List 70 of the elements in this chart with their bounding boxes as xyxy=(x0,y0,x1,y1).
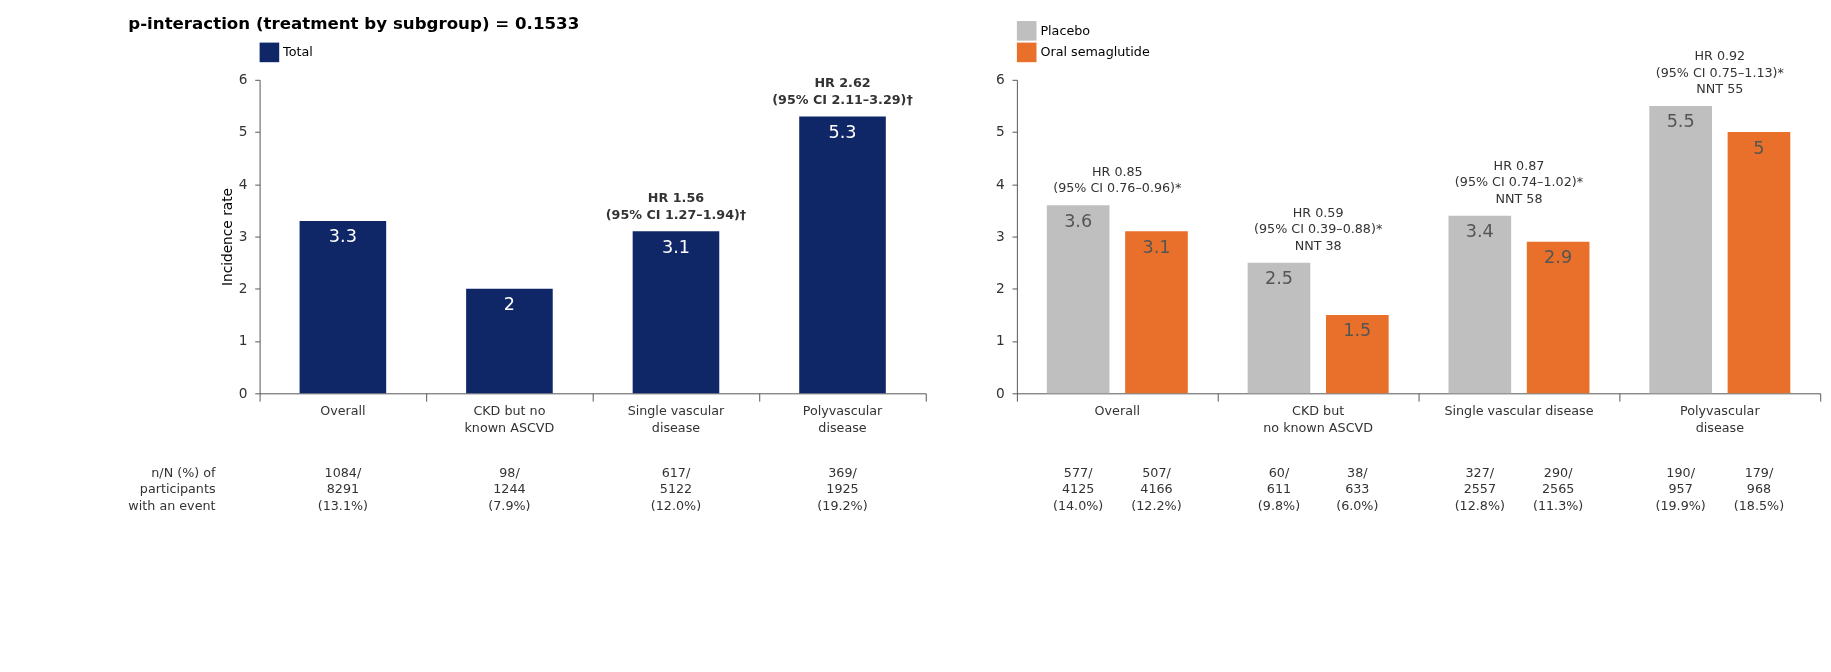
bar xyxy=(1649,105,1712,394)
annotation: HR 0.85 (95% CI 0.76–0.96)* xyxy=(1053,163,1182,196)
data-label: 5.3 xyxy=(828,121,857,142)
y-tick-label: 1 xyxy=(238,332,248,349)
y-tick-label: 4 xyxy=(238,175,248,192)
data-label: 5 xyxy=(1753,137,1765,158)
text: 60/ 611 (9.8%) xyxy=(1257,464,1301,513)
bar xyxy=(1526,241,1590,394)
text: n/N (%) of participants with an event xyxy=(128,464,217,513)
annotation: HR 0.87 (95% CI 0.74–1.02)* NNT 58 xyxy=(1454,157,1584,206)
data-label: 5.5 xyxy=(1666,111,1695,132)
legend-label: Oral semaglutide xyxy=(1040,44,1150,60)
y-tick-label: 5 xyxy=(238,123,248,140)
bar xyxy=(1727,132,1791,394)
y-tick-label: 3 xyxy=(238,227,248,244)
bar xyxy=(632,231,720,394)
x-tick-label: Polyvascular disease xyxy=(1680,402,1761,435)
y-tick-label: 6 xyxy=(995,71,1005,88)
x-tick-label: Overall xyxy=(320,402,366,418)
bar xyxy=(1325,314,1389,394)
y-tick-label: 5 xyxy=(995,123,1005,140)
bar xyxy=(299,220,387,394)
bar xyxy=(799,116,886,394)
annotation: HR 1.56 (95% CI 1.27–1.94)† xyxy=(605,189,747,222)
y-tick-label: 0 xyxy=(995,384,1005,401)
data-label: 3.4 xyxy=(1465,221,1494,242)
y-tick-label: 3 xyxy=(995,227,1005,244)
data-label: 3.3 xyxy=(328,226,357,247)
y-tick-label: 6 xyxy=(238,71,248,88)
text: 38/ 633 (6.0%) xyxy=(1336,464,1379,513)
data-label: 2 xyxy=(503,294,516,315)
legend-label: Placebo xyxy=(1040,22,1091,38)
text: 327/ 2557 (12.8%) xyxy=(1454,464,1505,513)
text: 507/ 4166 (12.2%) xyxy=(1131,464,1182,513)
data-label: 3.1 xyxy=(1142,236,1171,257)
data-label: 1.5 xyxy=(1343,320,1372,341)
x-tick-label: CKD but no known ASCVD xyxy=(1263,402,1374,435)
x-tick-label: Single vascular disease xyxy=(627,402,726,435)
bar xyxy=(1247,262,1311,394)
y-tick-label: 0 xyxy=(238,384,248,401)
bar xyxy=(1448,215,1512,394)
data-label: 3.1 xyxy=(661,236,690,257)
y-tick-label: 2 xyxy=(995,280,1005,297)
annotation: HR 0.59 (95% CI 0.39–0.88)* NNT 38 xyxy=(1254,204,1383,253)
data-label: 3.6 xyxy=(1064,210,1093,231)
text: 98/ 1244 (7.9%) xyxy=(488,464,531,513)
text: 577/ 4125 (14.0%) xyxy=(1052,464,1104,513)
y-tick-label: 4 xyxy=(995,175,1005,192)
chart-title: p-interaction (treatment by subgroup) = 0.1533 xyxy=(128,13,580,33)
bar xyxy=(466,288,553,394)
annotation: HR 2.62 (95% CI 2.11–3.29)† xyxy=(772,75,913,107)
y-tick-label: 1 xyxy=(995,332,1005,349)
x-tick-label: Overall xyxy=(1094,402,1141,418)
bar xyxy=(1125,231,1188,394)
legend-label: Total xyxy=(282,44,313,60)
data-label: 2.5 xyxy=(1264,268,1293,289)
data-label: 2.9 xyxy=(1544,247,1573,268)
y-tick-label: 2 xyxy=(238,280,248,297)
annotation: HR 0.92 (95% CI 0.75–1.13)* NNT 55 xyxy=(1655,47,1784,97)
bar xyxy=(1046,205,1110,394)
y-axis-title: Incidence rate xyxy=(218,188,235,287)
x-tick-label: Single vascular disease xyxy=(1444,402,1594,418)
text: 190/ 957 (19.9%) xyxy=(1655,464,1706,513)
text: 290/ 2565 (11.3%) xyxy=(1532,464,1584,513)
x-tick-label: Polyvascular disease xyxy=(802,402,884,435)
text: 179/ 968 (18.5%) xyxy=(1733,464,1785,513)
text: 617/ 5122 (12.0%) xyxy=(650,464,702,513)
text: 1084/ 8291 (13.1%) xyxy=(317,464,369,513)
x-tick-label: CKD but no known ASCVD xyxy=(464,402,555,435)
text: 369/ 1925 (19.2%) xyxy=(817,464,868,513)
